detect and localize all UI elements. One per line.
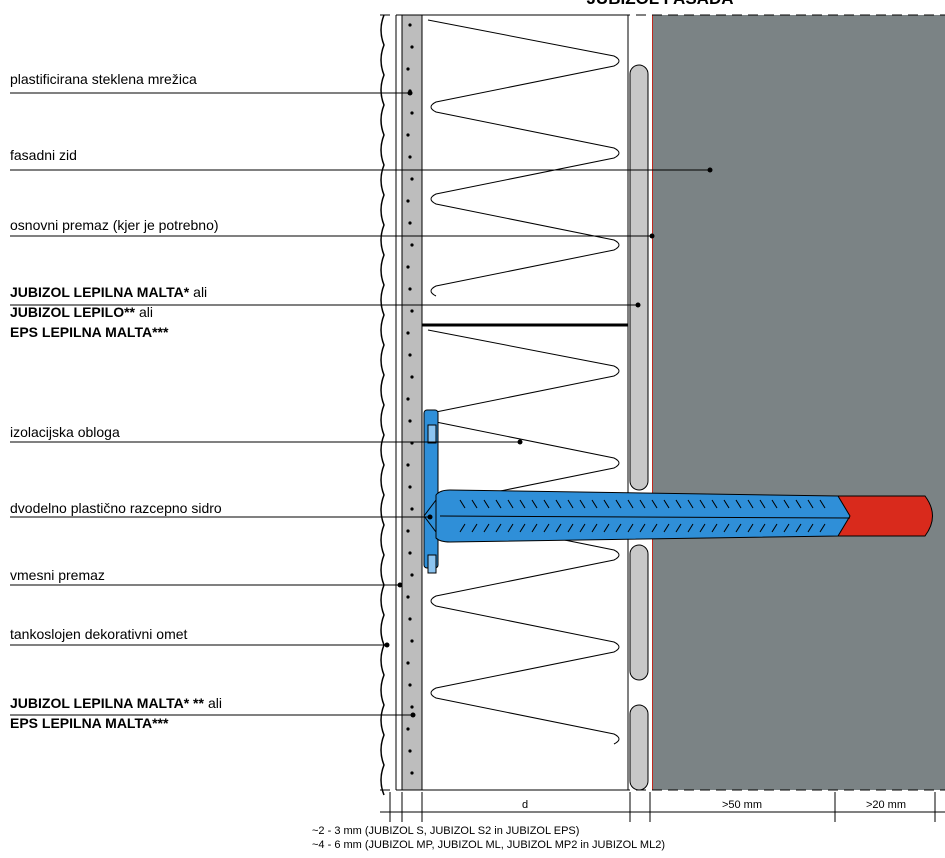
- regular-text: plastificirana steklena mrežica: [10, 71, 197, 87]
- leader-dot: [427, 514, 433, 520]
- leader-dot: [649, 233, 655, 239]
- regular-text: tankoslojen dekorativni omet: [10, 626, 188, 642]
- leader-dot: [707, 167, 713, 173]
- label: tankoslojen dekorativni omet: [10, 626, 390, 648]
- facade-wall: [652, 15, 945, 790]
- decorative-finish: [380, 14, 385, 796]
- plaster: [401, 14, 423, 791]
- dimension-line: [380, 792, 945, 822]
- label-text: JUBIZOL LEPILNA MALTA* ** ali: [10, 695, 222, 711]
- note: ~2 - 3 mm (JUBIZOL S, JUBIZOL S2 in JUBI…: [312, 825, 579, 837]
- regular-text: fasadni zid: [10, 147, 77, 163]
- dimension: >50 mm: [722, 799, 762, 811]
- label-text: EPS LEPILNA MALTA***: [10, 324, 169, 340]
- label-text: plastificirana steklena mrežica: [10, 71, 197, 87]
- label-text: JUBIZOL LEPILNA MALTA* ali: [10, 284, 207, 300]
- label-text: JUBIZOL LEPILO** ali: [10, 304, 153, 320]
- leader-dot: [635, 302, 641, 308]
- mesh-dots: [406, 23, 414, 775]
- label-text: vmesni premaz: [10, 567, 105, 583]
- label: izolacijska obloga: [10, 424, 523, 445]
- dimension: d: [522, 799, 528, 811]
- anchor: [423, 409, 933, 574]
- regular-text: osnovni premaz (kjer je potrebno): [10, 217, 219, 233]
- regular-text: ali: [139, 304, 153, 320]
- adhesive: [629, 64, 649, 491]
- regular-text: ali: [208, 695, 222, 711]
- label-text: EPS LEPILNA MALTA***: [10, 715, 169, 731]
- leader-dot: [410, 712, 416, 718]
- label-text: tankoslojen dekorativni omet: [10, 626, 188, 642]
- regular-text: dvodelno plastično razcepno sidro: [10, 500, 222, 516]
- leader-dot: [397, 582, 403, 588]
- label: plastificirana steklena mrežica: [10, 71, 413, 96]
- bold-text: JUBIZOL LEPILNA MALTA* **: [10, 695, 204, 711]
- bold-text: JUBIZOL LEPILNA MALTA*: [10, 284, 190, 300]
- bold-text: EPS LEPILNA MALTA***: [10, 715, 169, 731]
- label: vmesni premaz: [10, 567, 403, 588]
- label: JUBIZOL LEPILNA MALTA* ** ali EPS LEPILNA …: [10, 695, 416, 731]
- regular-text: izolacijska obloga: [10, 424, 120, 440]
- adhesive: [629, 544, 649, 681]
- leader-dot: [407, 90, 413, 96]
- bold-text: JUBIZOL LEPILO**: [10, 304, 136, 320]
- label-text: fasadni zid: [10, 147, 77, 163]
- note: ~4 - 6 mm (JUBIZOL MP, JUBIZOL ML, JUBIZ…: [312, 839, 665, 851]
- label-text: dvodelno plastično razcepno sidro: [10, 500, 222, 516]
- label-text: osnovni premaz (kjer je potrebno): [10, 217, 219, 233]
- label: fasadni zid: [10, 147, 713, 173]
- adhesive: [629, 704, 649, 791]
- label-text: izolacijska obloga: [10, 424, 120, 440]
- regular-text: vmesni premaz: [10, 567, 105, 583]
- insulation: [421, 14, 629, 791]
- bold-text: EPS LEPILNA MALTA***: [10, 324, 169, 340]
- label: dvodelno plastično razcepno sidro: [10, 500, 433, 520]
- regular-text: ali: [193, 284, 207, 300]
- leader-dot: [517, 439, 523, 445]
- leader-dot: [384, 642, 390, 648]
- label: osnovni premaz (kjer je potrebno): [10, 217, 655, 239]
- dimension: >20 mm: [866, 799, 906, 811]
- title: JUBIZOL FASADA: [586, 0, 733, 8]
